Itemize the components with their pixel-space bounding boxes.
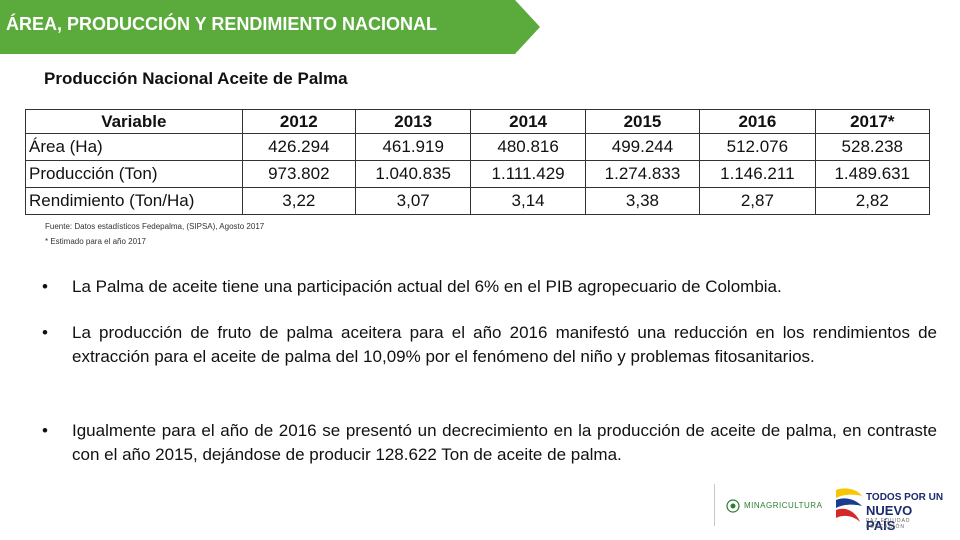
list-item: • La Palma de aceite tiene una participa… [42,275,937,299]
table-cell: 480.816 [470,133,586,161]
header-2014: 2014 [470,109,586,134]
row-label: Área (Ha) [25,133,243,161]
source-note: Fuente: Datos estadísticos Fedepalma, (S… [45,222,265,231]
table-row: Rendimiento (Ton/Ha) 3,22 3,07 3,14 3,38… [25,187,931,215]
header-2012: 2012 [241,109,357,134]
table-cell: 3,14 [470,187,586,215]
table-cell: 973.802 [241,160,357,188]
table-cell: 426.294 [241,133,357,161]
table-cell: 3,07 [354,187,472,215]
table-cell: 3,22 [241,187,357,215]
production-table: Variable 2012 2013 2014 2015 2016 2017* … [25,109,931,215]
table-cell: 1.040.835 [354,160,472,188]
table-cell: 3,38 [584,187,701,215]
ministry-seal-icon [726,499,740,513]
table-cell: 1.146.211 [699,160,816,188]
bullet-text: La producción de fruto de palma aceitera… [72,323,937,366]
header-2016: 2016 [699,109,816,134]
list-item: • Igualmente para el año de 2016 se pres… [42,419,937,467]
gov-logo-line3: PAZ EQUIDAD EDUCACIÓN [866,518,911,530]
table-cell: 528.238 [814,133,931,161]
row-label: Producción (Ton) [25,160,243,188]
table-cell: 2,87 [699,187,816,215]
header-2013: 2013 [354,109,472,134]
table-cell: 1.111.429 [470,160,586,188]
table-row: Área (Ha) 426.294 461.919 480.816 499.24… [25,133,931,161]
table-header-row: Variable 2012 2013 2014 2015 2016 2017* [25,109,931,134]
table-cell: 1.274.833 [584,160,701,188]
banner-shape [0,0,540,54]
table-cell: 1.489.631 [814,160,931,188]
bullet-symbol: • [42,421,48,440]
minagricultura-logo: MINAGRICULTURA [726,498,826,514]
bullet-symbol: • [42,277,48,296]
todos-por-un-nuevo-pais-logo: TODOS POR UN NUEVO PAÍS PAZ EQUIDAD EDUC… [832,484,944,533]
page-title: ÁREA, PRODUCCIÓN Y RENDIMIENTO NACIONAL [6,14,438,34]
gov-logo-line2: NUEVO PAÍS [866,503,913,533]
row-label: Rendimiento (Ton/Ha) [25,187,243,215]
header-variable: Variable [25,109,243,134]
bullet-text: Igualmente para el año de 2016 se presen… [72,421,937,464]
section-subtitle: Producción Nacional Aceite de Palma [44,69,348,88]
bullet-symbol: • [42,323,48,342]
footer-divider [714,484,715,526]
estimate-note: * Estimado para el año 2017 [45,237,146,246]
ministry-logo-text: MINAGRICULTURA [744,501,823,510]
table-row: Producción (Ton) 973.802 1.040.835 1.111… [25,160,931,188]
list-item: • La producción de fruto de palma aceite… [42,321,937,369]
gov-logo-line1: TODOS POR UN [866,492,944,503]
header-2015: 2015 [584,109,701,134]
table-cell: 461.919 [354,133,472,161]
table-cell: 512.076 [699,133,816,161]
table-cell: 499.244 [584,133,701,161]
header-2017: 2017* [814,109,931,134]
table-cell: 2,82 [814,187,931,215]
bullet-text: La Palma de aceite tiene una participaci… [72,277,782,296]
title-banner: ÁREA, PRODUCCIÓN Y RENDIMIENTO NACIONAL [0,0,540,54]
colombia-flag-swoosh-icon [836,488,862,522]
